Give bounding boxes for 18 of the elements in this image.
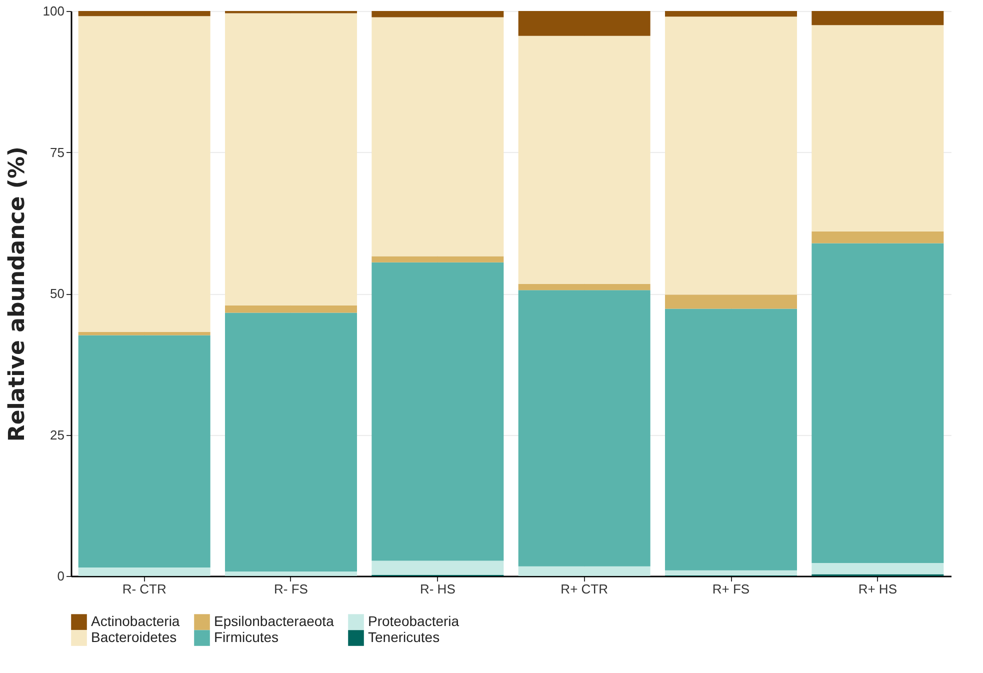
legend-label: Proteobacteria xyxy=(368,613,460,630)
y-tick-label: 100 xyxy=(42,4,64,18)
x-tick-label: R+ HS xyxy=(858,582,898,596)
legend-label: Tenericutes xyxy=(368,629,440,645)
y-axis-title: Relative abundance (%) xyxy=(4,146,30,442)
x-tick-label: R- CTR xyxy=(122,582,166,596)
legend-label: Epsilonbacteraeota xyxy=(214,613,334,630)
y-tick-label: 50 xyxy=(50,286,64,301)
y-tick-label: 75 xyxy=(50,144,64,160)
y-tick-label: 0 xyxy=(57,568,64,584)
legend-label: Bacteroidetes xyxy=(91,629,177,645)
x-tick-label: R+ FS xyxy=(712,582,750,596)
x-tick-label: R- FS xyxy=(274,582,308,596)
legend-label: Firmicutes xyxy=(214,629,279,645)
y-tick-label: 25 xyxy=(50,427,64,442)
x-tick-label: R+ CTR xyxy=(560,582,608,596)
legend-label: Actinobacteria xyxy=(91,613,180,630)
x-tick-label: R- HS xyxy=(420,582,456,596)
